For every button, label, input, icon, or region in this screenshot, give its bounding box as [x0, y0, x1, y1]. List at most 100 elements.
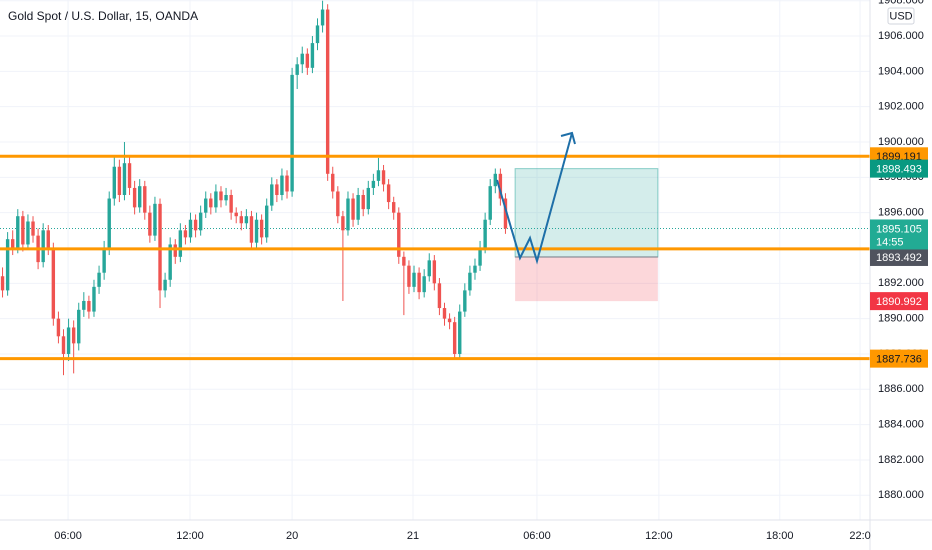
- candle-body: [366, 187, 370, 210]
- y-tick-label: 1902.000: [878, 101, 924, 113]
- time-axis: [0, 520, 870, 550]
- target-tag: [870, 159, 928, 178]
- candle-body: [219, 191, 223, 201]
- candle-body: [183, 230, 188, 238]
- candle-body: [391, 202, 396, 213]
- candle-body: [397, 212, 401, 257]
- last-price-label: 1895.105: [876, 223, 922, 235]
- candles: [0, 0, 508, 376]
- candle-body: [153, 203, 157, 236]
- candle-body: [82, 300, 86, 310]
- profit-zone: [514, 168, 659, 258]
- currency: USD: [889, 10, 912, 22]
- candle-body: [26, 221, 30, 245]
- candle-body: [107, 198, 111, 248]
- grid: [0, 0, 870, 520]
- candle-body: [305, 53, 310, 68]
- level-tag: [870, 349, 928, 368]
- x-tick-label: 18:00: [766, 530, 794, 542]
- loss-zone: [515, 256, 658, 302]
- candle-body: [437, 283, 442, 309]
- candle-body: [493, 173, 497, 187]
- candle-body: [447, 318, 452, 323]
- candle-body: [432, 260, 437, 284]
- levels: [0, 154, 870, 361]
- candle-body: [452, 322, 457, 354]
- candle-body: [102, 247, 106, 273]
- y-tick-label: 1896.000: [878, 207, 924, 219]
- arrow-head: [560, 131, 576, 145]
- candle-body: [468, 272, 472, 291]
- y-tick-label: 1884.000: [878, 419, 924, 431]
- candle-body: [346, 198, 350, 231]
- candle-body: [290, 74, 294, 192]
- x-tick-label: 21: [407, 530, 419, 542]
- candle-body: [77, 309, 81, 344]
- candle-body: [204, 198, 208, 213]
- candle-body: [188, 219, 193, 238]
- candle-body: [331, 173, 335, 192]
- x-tick-label: 22:0: [849, 530, 870, 542]
- x-tick-label: 12:00: [645, 530, 673, 542]
- y-tick-label: 1904.000: [878, 65, 924, 77]
- axis-labels: 1880.0001882.0001884.0001886.0001888.000…: [54, 0, 924, 542]
- candle-body: [427, 260, 431, 277]
- candle-body: [325, 9, 330, 174]
- candle-body: [193, 219, 198, 231]
- candle-body: [270, 184, 274, 206]
- y-tick-label: 1886.000: [878, 383, 924, 395]
- y-tick-label: 1890.000: [878, 313, 924, 325]
- candle-body: [402, 256, 406, 266]
- candle-body: [254, 219, 259, 243]
- price-tags: 1899.1911893.9471887.7361898.4931893.492…: [870, 147, 928, 368]
- candle-body: [41, 230, 45, 263]
- candle-body: [87, 300, 91, 312]
- candle-body: [371, 180, 376, 188]
- last-price-tag: [870, 219, 928, 250]
- candle-body: [198, 212, 203, 231]
- candle-body: [209, 198, 213, 208]
- candle-body: [488, 186, 492, 220]
- candle-body: [143, 186, 147, 213]
- candle-body: [280, 175, 284, 195]
- candle-body: [163, 279, 167, 291]
- candle-body: [117, 166, 122, 195]
- target-tag-label: 1898.493: [876, 164, 922, 176]
- candle-body: [92, 286, 96, 312]
- x-tick-label: 06:00: [54, 530, 82, 542]
- candle-body: [341, 216, 345, 231]
- candle-body: [315, 25, 320, 44]
- candle-body: [178, 230, 183, 257]
- y-tick-label: 1882.000: [878, 454, 924, 466]
- forecast-arrow: [496, 132, 573, 265]
- candle-body: [351, 198, 355, 220]
- candle-body: [97, 272, 101, 287]
- chart-title: Gold Spot / U.S. Dollar, 15, OANDA: [8, 9, 198, 23]
- candle-body: [168, 244, 172, 280]
- candle-body: [127, 163, 132, 188]
- y-tick-label: 1908.000: [878, 0, 924, 7]
- candle-body: [158, 203, 162, 291]
- candle-body: [417, 272, 421, 293]
- candle-body: [422, 276, 426, 293]
- countdown-label: 14:55: [876, 236, 904, 248]
- x-tick-label: 12:00: [176, 530, 204, 542]
- candle-body: [300, 53, 304, 65]
- candle-body: [386, 184, 391, 203]
- y-tick-label: 1892.000: [878, 277, 924, 289]
- candle-body: [229, 195, 233, 213]
- stop-tag: [870, 292, 928, 311]
- candle-body: [244, 216, 249, 224]
- candle-body: [259, 219, 264, 238]
- candle-body: [137, 186, 142, 208]
- x-tick-label: 06:00: [523, 530, 551, 542]
- candle-body: [264, 205, 269, 238]
- candle-body: [239, 216, 243, 224]
- y-tick-label: 1880.000: [878, 489, 924, 501]
- currency-box[interactable]: [887, 7, 915, 25]
- candle-body: [336, 191, 340, 217]
- x-tick-label: 20: [286, 530, 298, 542]
- candle-body: [249, 216, 254, 243]
